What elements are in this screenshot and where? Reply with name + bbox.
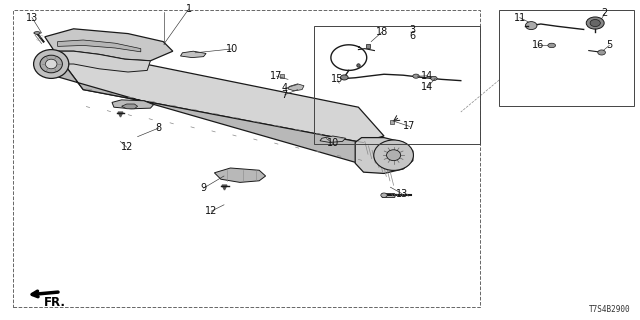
Ellipse shape — [374, 140, 413, 170]
Ellipse shape — [413, 74, 419, 78]
Text: 8: 8 — [156, 123, 162, 133]
Text: 14: 14 — [421, 71, 434, 81]
Polygon shape — [64, 53, 384, 142]
Text: 13: 13 — [26, 12, 38, 23]
Ellipse shape — [34, 32, 40, 34]
Text: 17: 17 — [270, 71, 283, 81]
Polygon shape — [288, 84, 304, 91]
Text: 3: 3 — [410, 25, 416, 36]
Ellipse shape — [34, 50, 69, 78]
Bar — [314, 26, 480, 144]
Text: 15: 15 — [331, 74, 344, 84]
Polygon shape — [58, 40, 141, 52]
Bar — [13, 10, 480, 307]
Ellipse shape — [590, 20, 600, 27]
Polygon shape — [180, 51, 206, 58]
Polygon shape — [112, 100, 154, 109]
Text: 10: 10 — [225, 44, 238, 54]
Text: 17: 17 — [403, 121, 416, 132]
Polygon shape — [45, 29, 173, 61]
Text: 4: 4 — [282, 83, 288, 93]
Text: T7S4B2900: T7S4B2900 — [589, 305, 630, 314]
Polygon shape — [355, 138, 413, 173]
Text: 5: 5 — [606, 40, 612, 51]
Bar — [499, 10, 634, 106]
Ellipse shape — [586, 17, 604, 29]
Text: 12: 12 — [205, 206, 218, 216]
Ellipse shape — [548, 43, 556, 48]
Polygon shape — [58, 64, 381, 163]
Text: 14: 14 — [421, 82, 434, 92]
Ellipse shape — [598, 50, 605, 55]
Text: 6: 6 — [410, 31, 416, 41]
Ellipse shape — [381, 193, 387, 197]
Text: 1: 1 — [186, 4, 192, 14]
Polygon shape — [54, 51, 150, 72]
Ellipse shape — [40, 55, 63, 73]
Text: 10: 10 — [326, 138, 339, 148]
Polygon shape — [122, 104, 138, 109]
Text: 2: 2 — [602, 8, 608, 19]
Text: 9: 9 — [200, 183, 207, 193]
Ellipse shape — [45, 59, 57, 69]
Text: FR.: FR. — [44, 296, 65, 309]
Text: 16: 16 — [531, 40, 544, 51]
Ellipse shape — [387, 150, 401, 161]
Polygon shape — [320, 136, 346, 142]
Text: 18: 18 — [376, 27, 388, 37]
Ellipse shape — [431, 76, 437, 81]
Text: 7: 7 — [282, 90, 288, 100]
Ellipse shape — [340, 75, 348, 80]
Ellipse shape — [525, 22, 537, 30]
Text: 13: 13 — [396, 188, 408, 199]
Text: 11: 11 — [513, 12, 526, 23]
Polygon shape — [214, 168, 266, 182]
FancyBboxPatch shape — [382, 194, 395, 197]
Text: 12: 12 — [120, 142, 133, 152]
